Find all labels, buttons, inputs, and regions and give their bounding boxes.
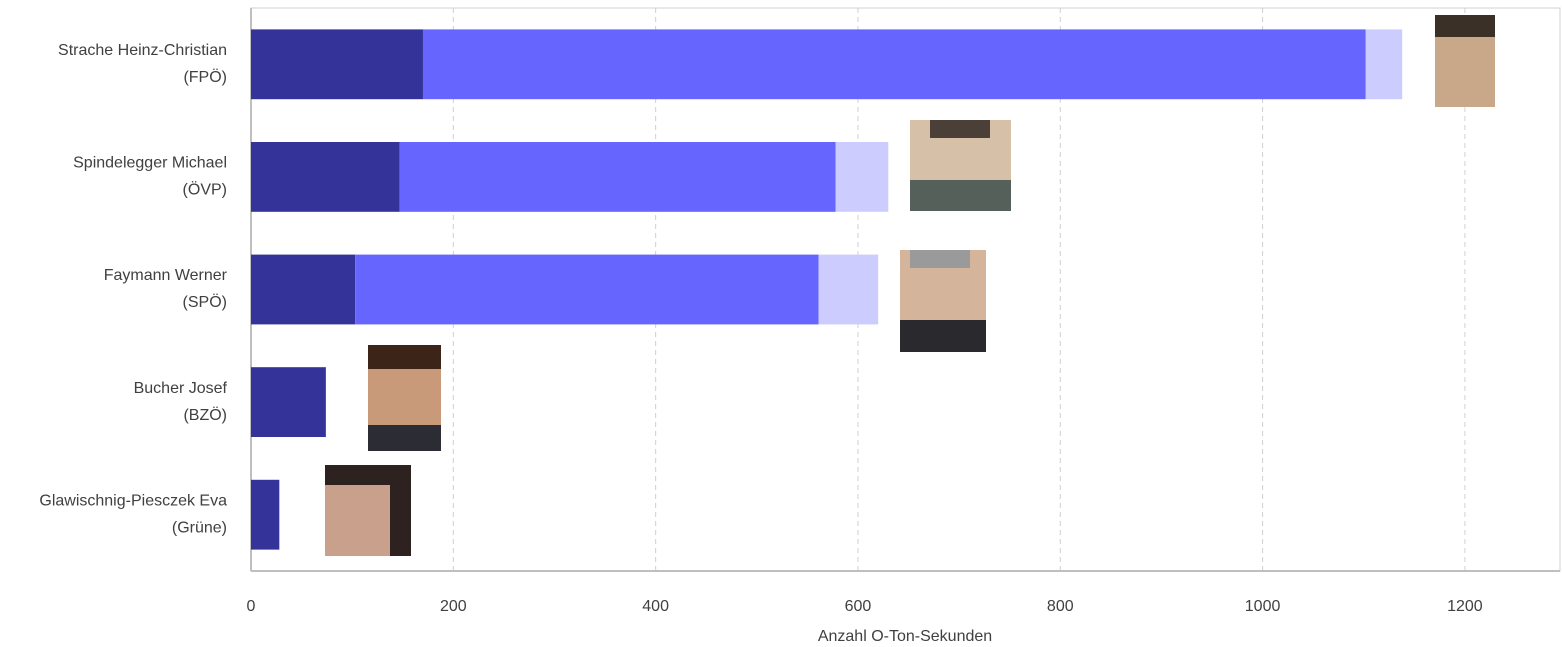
bar-segment (818, 254, 879, 325)
bar-segment (251, 367, 326, 438)
x-tick-label: 800 (1047, 598, 1074, 615)
x-tick-label: 0 (247, 598, 256, 615)
photo (368, 345, 441, 451)
bar-segment (1365, 29, 1403, 100)
y-tick-label: (Grüne) (172, 519, 227, 536)
bar-segment (251, 479, 280, 550)
x-axis-label: Anzahl O-Ton-Sekunden (818, 628, 992, 645)
bar-segment (251, 29, 423, 100)
y-tick-label: (SPÖ) (183, 293, 227, 311)
y-tick-label: Bucher Josef (134, 380, 228, 397)
photo (900, 250, 986, 352)
x-tick-label: 200 (440, 598, 467, 615)
bar-segment (251, 141, 400, 212)
y-tick-label: (BZÖ) (183, 406, 227, 424)
y-tick-label: Strache Heinz-Christian (58, 42, 227, 59)
y-tick-label: Spindelegger Michael (73, 155, 227, 172)
y-tick-label: Faymann Werner (104, 267, 228, 284)
x-tick-label: 1200 (1447, 598, 1483, 615)
photo (1435, 15, 1495, 107)
y-tick-label: (ÖVP) (183, 181, 227, 199)
bar-segment (835, 141, 889, 212)
y-tick-label: Glawischnig-Piesczek Eva (39, 492, 227, 509)
bar-segment (251, 254, 356, 325)
photo (325, 465, 411, 556)
photos (325, 15, 1495, 556)
x-tick-label: 400 (642, 598, 669, 615)
bar-segment (355, 254, 819, 325)
x-tick-label: 1000 (1245, 598, 1281, 615)
y-tick-label: (FPÖ) (183, 68, 227, 86)
bar-segment (422, 29, 1366, 100)
bar-segment (399, 141, 836, 212)
photo (910, 120, 1011, 211)
x-tick-label: 600 (845, 598, 872, 615)
